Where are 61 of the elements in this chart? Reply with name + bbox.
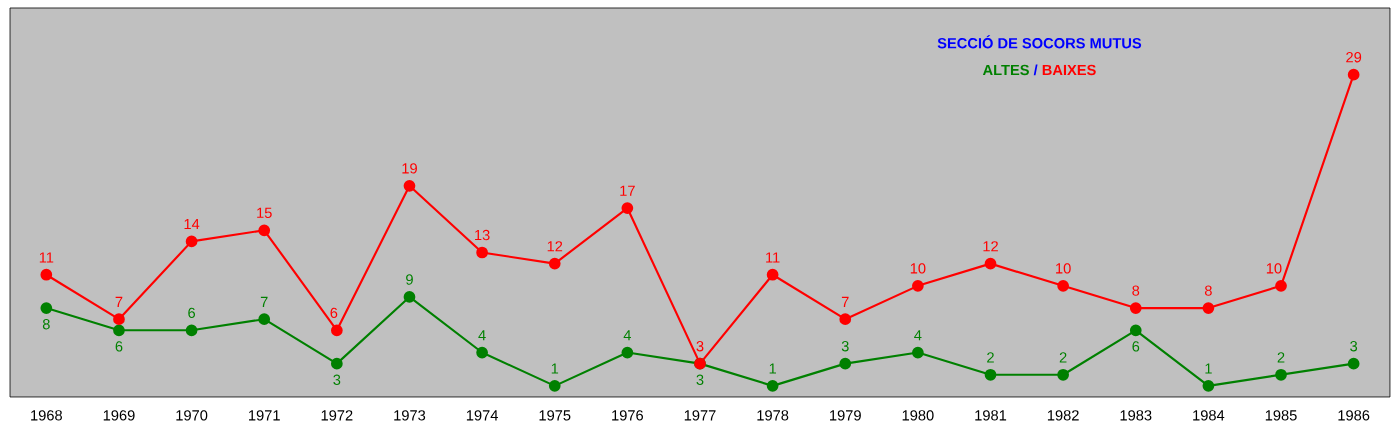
data-label: 7 [260,296,268,307]
data-label: 10 [1266,263,1282,274]
data-label: 11 [39,252,54,263]
x-tick-label: 1986 [1338,410,1370,421]
data-label: 12 [547,241,563,252]
data-label: 3 [696,341,704,352]
data-label: 2 [1277,352,1285,363]
data-label: 6 [330,307,338,319]
data-label: 4 [478,330,486,341]
annotation: / [1033,64,1038,76]
data-label: 2 [987,352,994,363]
data-label: 4 [914,330,922,341]
x-tick-label: 1969 [103,410,135,421]
data-label: 7 [115,296,123,307]
x-tick-label: 1982 [1047,410,1079,421]
data-label: 1 [1205,363,1212,374]
data-label: 6 [188,307,196,319]
data-label: 8 [1132,285,1140,296]
x-tick-label: 1972 [321,410,353,421]
data-label: 2 [1059,352,1067,363]
x-tick-label: 1971 [249,410,280,421]
data-label: 17 [620,185,635,196]
x-tick-label: 1970 [176,410,208,421]
x-tick-label: 1985 [1265,410,1297,421]
data-label: 10 [1056,263,1071,274]
x-tick-label: 1984 [1193,410,1225,421]
text: SECCIÓ DE SOCORS MUTUS [937,35,1142,49]
data-label: 3 [1350,341,1358,352]
data-label: 29 [1346,52,1362,63]
x-tick-label: 1974 [466,410,498,421]
data-label: 6 [1132,341,1140,352]
data-label: 8 [42,319,50,330]
x-tick-label: 1978 [757,410,789,421]
data-label: 8 [1204,285,1212,296]
x-tick-label: 1980 [902,410,934,421]
data-label: 10 [910,263,926,274]
data-label: 12 [983,241,998,252]
x-tick-label: 1979 [830,410,861,421]
data-label: 3 [841,341,849,352]
text: BAIXES [1042,64,1096,76]
x-tick-label: 1973 [394,410,426,421]
data-label: 9 [406,274,413,285]
data-label: 19 [402,163,417,174]
data-label: 6 [115,341,123,352]
data-label: 1 [769,363,776,374]
x-tick-label: 1976 [612,410,644,421]
text: ALTES [982,64,1029,76]
data-label: 11 [766,252,780,263]
data-label: 15 [257,207,272,219]
data-label: 7 [841,296,849,307]
data-label: 3 [333,374,341,385]
x-tick-label: 1977 [684,410,716,421]
x-tick-label: 1981 [975,410,1007,421]
data-label: 1 [551,363,559,374]
data-label: 13 [475,229,490,241]
data-label: 4 [623,330,631,341]
data-label: 3 [696,374,704,385]
x-tick-label: 1983 [1120,410,1152,421]
data-label: 14 [184,219,200,230]
x-tick-label: 1975 [539,410,571,421]
x-tick-label: 1968 [31,410,62,421]
